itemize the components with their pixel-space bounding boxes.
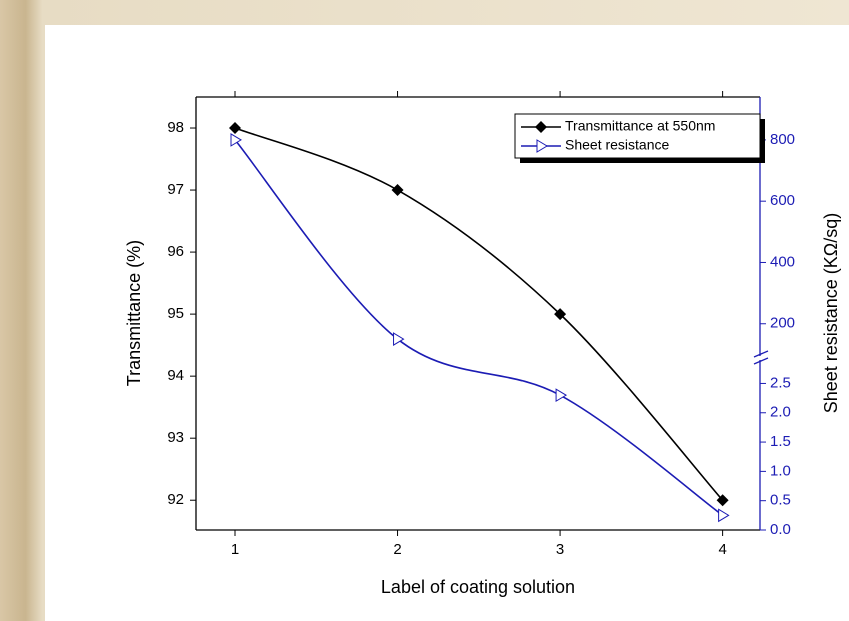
y2-tick-label: 200 bbox=[770, 315, 795, 332]
legend-label: Sheet resistance bbox=[565, 137, 669, 153]
data-point bbox=[393, 332, 405, 346]
data-point bbox=[229, 122, 242, 135]
y2-axis-label: Sheet resistance (KΩ/sq) bbox=[821, 213, 841, 414]
y2-tick-label: 1.0 bbox=[770, 462, 791, 479]
y-tick-label: 97 bbox=[167, 181, 184, 198]
axis-break bbox=[753, 350, 769, 358]
y2-tick-label: 2.0 bbox=[770, 404, 791, 421]
series-line bbox=[234, 139, 724, 516]
y2-tick-label: 600 bbox=[770, 192, 795, 209]
series-line bbox=[234, 127, 724, 501]
data-point bbox=[391, 184, 404, 197]
x-axis-label: Label of coating solution bbox=[381, 577, 575, 597]
y-tick-label: 92 bbox=[167, 491, 184, 508]
data-point bbox=[554, 308, 567, 321]
x-tick-label: 4 bbox=[718, 541, 726, 558]
y-tick-label: 93 bbox=[167, 429, 184, 446]
data-point bbox=[230, 133, 242, 147]
y-tick-label: 94 bbox=[167, 367, 184, 384]
legend-marker bbox=[536, 139, 548, 153]
x-tick-label: 1 bbox=[231, 541, 239, 558]
y2-tick-label: 2.5 bbox=[770, 374, 791, 391]
axis-break bbox=[753, 357, 769, 365]
y-tick-label: 98 bbox=[167, 119, 184, 136]
data-point bbox=[718, 508, 730, 523]
y2-tick-label: 800 bbox=[770, 131, 795, 148]
y-tick-label: 96 bbox=[167, 243, 184, 260]
legend-marker bbox=[535, 121, 547, 133]
axis-break-gap bbox=[756, 356, 770, 360]
y2-tick-label: 0.0 bbox=[770, 521, 791, 538]
y2-tick-label: 0.5 bbox=[770, 492, 791, 509]
y2-tick-label: 1.5 bbox=[770, 433, 791, 450]
y2-tick-label: 400 bbox=[770, 253, 795, 270]
legend-box bbox=[514, 113, 761, 159]
data-point bbox=[716, 494, 729, 507]
y-tick-label: 95 bbox=[167, 305, 184, 322]
legend-label: Transmittance at 550nm bbox=[565, 118, 715, 134]
x-tick-label: 3 bbox=[556, 541, 564, 558]
y-axis-label: Transmittance (%) bbox=[124, 240, 144, 386]
data-point bbox=[555, 388, 568, 403]
x-tick-label: 2 bbox=[393, 541, 401, 558]
